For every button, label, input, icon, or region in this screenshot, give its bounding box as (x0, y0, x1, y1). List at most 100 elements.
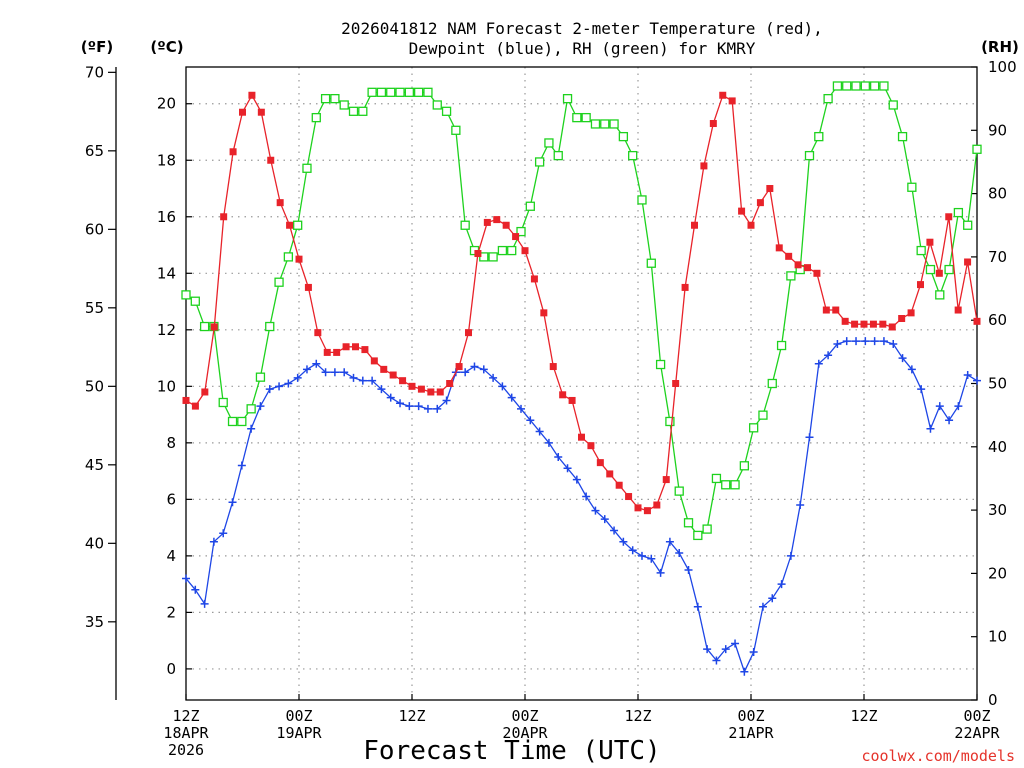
rh-point (814, 131, 824, 142)
rh-point (237, 416, 247, 427)
dewpoint-point (610, 526, 619, 535)
dewpoint-point (330, 368, 339, 377)
dewpoint-point (619, 537, 628, 546)
dewpoint-point (814, 359, 823, 368)
rh-point (488, 252, 498, 262)
dewpoint-point (721, 645, 730, 654)
temperature-point (700, 162, 708, 170)
temperature-point (512, 233, 520, 241)
rh-point (497, 245, 508, 256)
dewpoint-point (479, 365, 488, 374)
gridlines (186, 67, 977, 700)
rh-point (758, 410, 768, 420)
dewpoint-point (656, 568, 665, 577)
rh-point (441, 106, 452, 116)
temperature-point (596, 459, 604, 467)
dewpoint-point (470, 362, 479, 371)
fahrenheit-tick-label: 35 (85, 613, 104, 631)
temperature-point (286, 221, 294, 229)
fahrenheit-tick-label: 50 (85, 377, 104, 395)
series (181, 81, 982, 676)
dewpoint-point (675, 549, 684, 558)
rh-point (702, 524, 712, 534)
temperature-point (794, 261, 802, 269)
dewpoint-series (182, 337, 981, 676)
rh-tick-label: 30 (988, 501, 1007, 519)
dewpoint-point (498, 382, 507, 391)
dewpoint-point (926, 424, 935, 433)
temperature-point (709, 120, 717, 128)
rh-point (869, 81, 880, 91)
temperature-point (945, 213, 953, 221)
temperature-point (935, 269, 943, 277)
dewpoint-point (712, 656, 721, 665)
temperature-point (304, 283, 312, 291)
temperature-point (898, 315, 906, 323)
dewpoint-point (284, 379, 293, 388)
temperature-point (370, 357, 378, 365)
temperature-point (643, 507, 651, 515)
dewpoint-point (889, 339, 898, 348)
rh-point (227, 416, 238, 427)
dewpoint-point (582, 492, 591, 501)
rh-point (665, 416, 675, 427)
rh-point (339, 100, 349, 110)
temperature-point (182, 396, 190, 404)
rh-unit-label: (RH) (981, 38, 1019, 56)
rh-point (265, 321, 275, 332)
rh-point (674, 486, 684, 496)
rh-point (590, 119, 601, 129)
time-tick-label: 00Z (737, 707, 764, 725)
temperature-point (436, 388, 444, 396)
dewpoint-point (312, 359, 321, 368)
dewpoint-point (535, 427, 544, 436)
temperature-line (185, 93, 978, 512)
temperature-point (907, 309, 915, 317)
temperature-point (399, 377, 407, 385)
temperature-point (427, 388, 435, 396)
temperature-point (483, 218, 491, 226)
dewpoint-point (349, 373, 358, 382)
dewpoint-point (423, 404, 432, 413)
temperature-point (822, 306, 830, 314)
temperature-series (182, 91, 981, 515)
temperature-point (521, 247, 529, 255)
rh-point (218, 397, 228, 408)
rh-point (888, 100, 898, 110)
time-tick-label: 00Z (963, 707, 990, 725)
rh-point (525, 201, 535, 211)
dewpoint-point (805, 433, 814, 442)
dewpoint-point (358, 376, 367, 385)
celsius-tick-label: 10 (157, 377, 176, 395)
temperature-point (813, 269, 821, 277)
temperature-point (474, 250, 482, 258)
rh-point (832, 81, 843, 91)
rh-point (767, 378, 777, 389)
temperature-point (201, 388, 209, 396)
temperature-point (314, 329, 322, 337)
temperature-point (587, 442, 595, 450)
temperature-point (747, 221, 755, 229)
temperature-point (653, 501, 661, 509)
rh-point (311, 112, 321, 123)
rh-point (190, 296, 200, 306)
rh-point (413, 87, 424, 97)
dewpoint-point (554, 452, 563, 461)
time-tick-label: 18APR (163, 724, 209, 742)
temperature-point (267, 156, 275, 164)
temperature-point (662, 476, 670, 484)
celsius-tick-label: 4 (166, 547, 176, 565)
rh-point (646, 258, 656, 268)
celsius-tick-label: 8 (166, 434, 176, 452)
fahrenheit-tick-label: 45 (85, 456, 104, 474)
celsius-tick-label: 20 (157, 95, 176, 113)
temperature-point (295, 255, 303, 263)
temperature-point (719, 91, 727, 99)
rh-point (711, 473, 722, 484)
credit-label: coolwx.com/models (861, 747, 1015, 765)
rh-point (404, 87, 414, 97)
time-tick-label: 20APR (502, 724, 548, 742)
temperature-point (323, 348, 331, 356)
dewpoint-point (526, 416, 535, 425)
